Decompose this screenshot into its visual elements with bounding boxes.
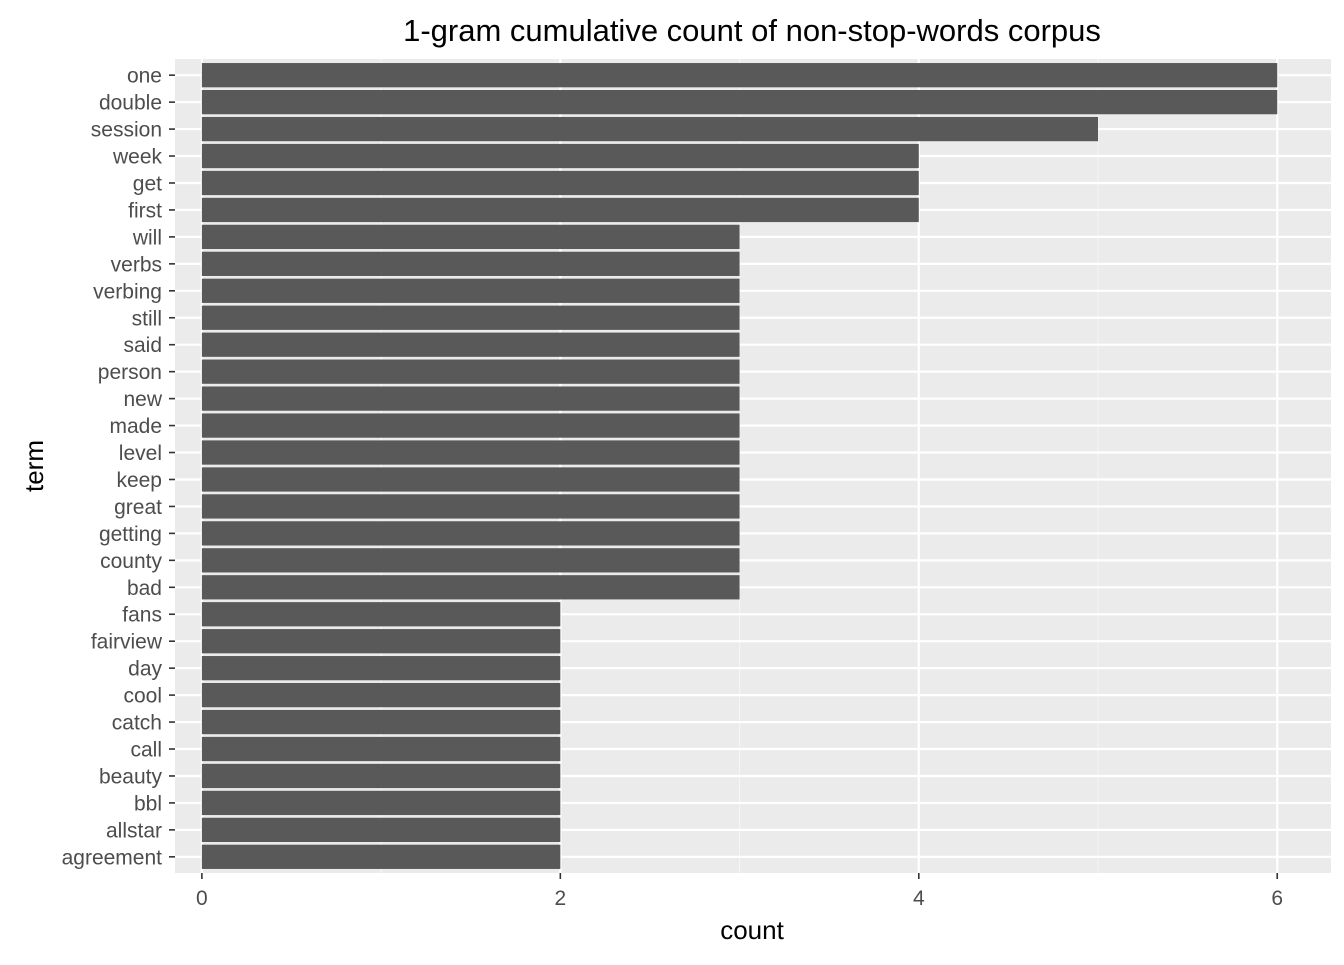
bar-great	[201, 494, 740, 519]
bar-agreement	[201, 844, 561, 869]
bar-will	[201, 224, 740, 250]
x-tick-label: 4	[913, 887, 925, 910]
bar-beauty	[201, 763, 561, 789]
x-axis: 0 2 4 6	[196, 873, 1283, 910]
y-tick-label: allstar	[106, 819, 162, 842]
bar-county	[201, 548, 740, 573]
bar-new	[201, 386, 740, 411]
bar-still	[201, 305, 740, 330]
y-tick-label: fans	[122, 604, 162, 627]
bar-call	[201, 736, 561, 762]
bar-fans	[201, 602, 561, 627]
y-tick-label: getting	[99, 523, 162, 546]
y-tick-label: county	[100, 550, 162, 573]
bar-first	[201, 197, 919, 223]
y-tick-label: one	[127, 65, 162, 88]
y-tick-label: bbl	[134, 792, 162, 815]
y-tick-label: person	[98, 361, 162, 384]
y-tick-label: session	[91, 119, 162, 142]
x-axis-title: count	[720, 915, 784, 945]
bar-week	[201, 143, 919, 169]
chart-title: 1-gram cumulative count of non-stop-word…	[403, 13, 1101, 48]
y-axis: one double session week get first will verbs ver…	[62, 65, 175, 869]
bar-cool	[201, 682, 561, 708]
y-tick-label: catch	[112, 712, 162, 735]
y-tick-label: agreement	[62, 846, 163, 869]
bar-level	[201, 440, 740, 465]
y-tick-label: said	[123, 334, 162, 357]
bar-session	[201, 116, 1099, 142]
y-tick-label: fairview	[91, 631, 163, 654]
y-tick-label: made	[109, 415, 162, 438]
x-tick-label: 0	[196, 887, 208, 910]
y-tick-label: will	[132, 226, 162, 249]
x-tick-label: 2	[554, 887, 566, 910]
bar-get	[201, 170, 919, 196]
bar-getting	[201, 521, 740, 546]
bar-double	[201, 89, 1278, 115]
bars	[201, 63, 1278, 869]
bar-fairview	[201, 629, 561, 654]
y-tick-label: call	[130, 739, 162, 762]
bar-day	[201, 656, 561, 681]
bar-catch	[201, 709, 561, 735]
bar-said	[201, 332, 740, 357]
y-tick-label: first	[128, 199, 162, 222]
y-tick-label: new	[123, 388, 162, 411]
bar-one	[201, 63, 1278, 88]
y-tick-label: day	[128, 658, 162, 681]
bar-verbs	[201, 251, 740, 276]
bar-bbl	[201, 790, 561, 816]
bar-bad	[201, 575, 740, 600]
y-axis-title: term	[19, 440, 49, 492]
y-tick-label: verbs	[111, 253, 162, 276]
bar-verbing	[201, 278, 740, 303]
y-tick-label: verbing	[93, 280, 162, 303]
bar-person	[201, 359, 740, 384]
y-tick-label: level	[119, 442, 162, 465]
y-tick-label: keep	[116, 469, 162, 492]
y-tick-label: double	[99, 92, 162, 115]
bar-keep	[201, 467, 740, 492]
y-tick-label: beauty	[99, 765, 163, 788]
bar-allstar	[201, 817, 561, 843]
y-tick-label: week	[112, 146, 163, 169]
x-tick-label: 6	[1271, 887, 1283, 910]
y-tick-label: cool	[123, 685, 162, 708]
y-tick-label: still	[132, 307, 162, 330]
y-tick-label: great	[114, 496, 162, 519]
y-tick-label: bad	[127, 577, 162, 600]
y-tick-label: get	[133, 172, 162, 195]
bar-made	[201, 413, 740, 438]
